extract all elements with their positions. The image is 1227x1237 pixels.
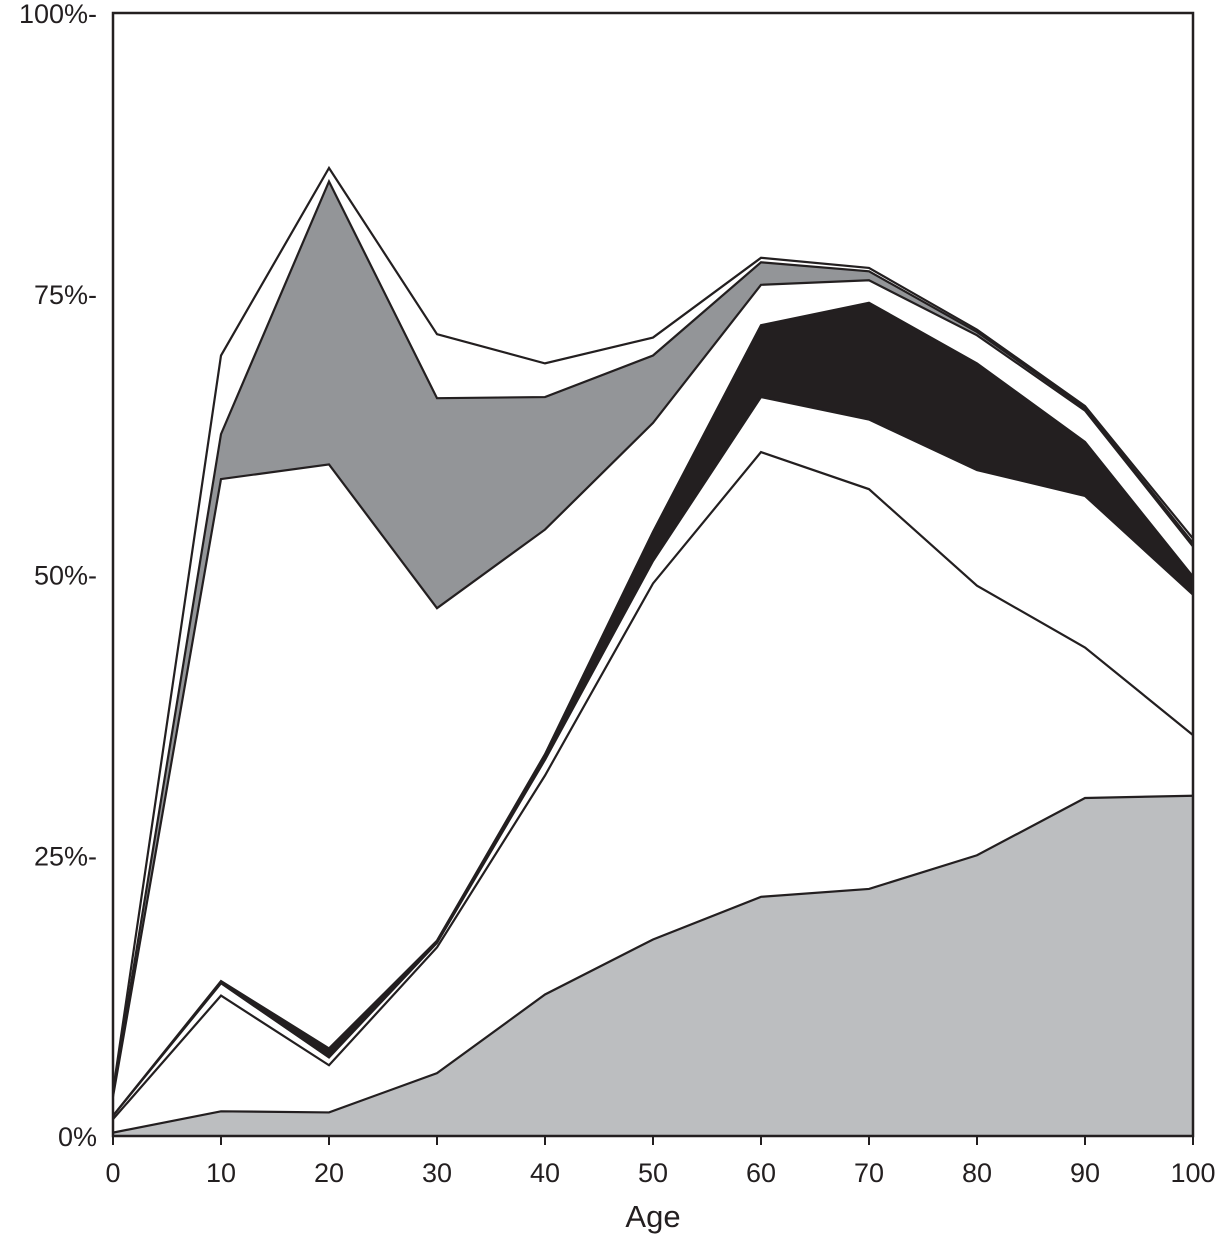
boundary-lines: [111, 165, 1194, 1134]
x-tick-label: 80: [962, 1158, 992, 1188]
boundary-line-5: [111, 279, 1194, 1097]
area-band-6: [113, 181, 1193, 1097]
area-band-7: [113, 167, 1193, 1094]
x-tick-label: 40: [530, 1158, 560, 1188]
boundary-line-2: [112, 450, 1194, 1120]
boundary-line-3: [112, 395, 1194, 1117]
x-tick-label: 60: [746, 1158, 776, 1188]
y-tick-label: 100%-: [19, 0, 97, 29]
x-tick-label: 20: [314, 1158, 344, 1188]
x-tick-label: 50: [638, 1158, 668, 1188]
x-tick-label: 10: [206, 1158, 236, 1188]
x-tick-label: 0: [105, 1158, 120, 1188]
area-band-1: [113, 795, 1193, 1136]
boundary-line-6: [111, 178, 1194, 1094]
y-tick-label: 25%-: [34, 841, 97, 871]
x-tick-label: 90: [1070, 1158, 1100, 1188]
area-band-5: [113, 280, 1193, 1116]
boundary-line-4: [112, 301, 1194, 1117]
boundary-line-7: [111, 165, 1194, 1092]
area-band-2: [113, 452, 1193, 1133]
boundary-line-1: [112, 794, 1194, 1134]
x-tick-label: 30: [422, 1158, 452, 1188]
x-tick-label: 70: [854, 1158, 884, 1188]
x-axis-title: Age: [625, 1199, 680, 1234]
y-axis-ticks: 0% 25%- 50%- 75%- 100%-: [19, 0, 97, 1152]
x-tick-label: 100: [1170, 1158, 1215, 1188]
y-tick-label: 50%-: [34, 561, 97, 591]
area-layers: [113, 167, 1193, 1136]
y-tick-label: 75%-: [34, 280, 97, 310]
y-tick-label: 0%: [58, 1122, 97, 1152]
x-axis-ticks: 0 10 20 30 40 50 60 70 80 90 100: [105, 1136, 1216, 1188]
